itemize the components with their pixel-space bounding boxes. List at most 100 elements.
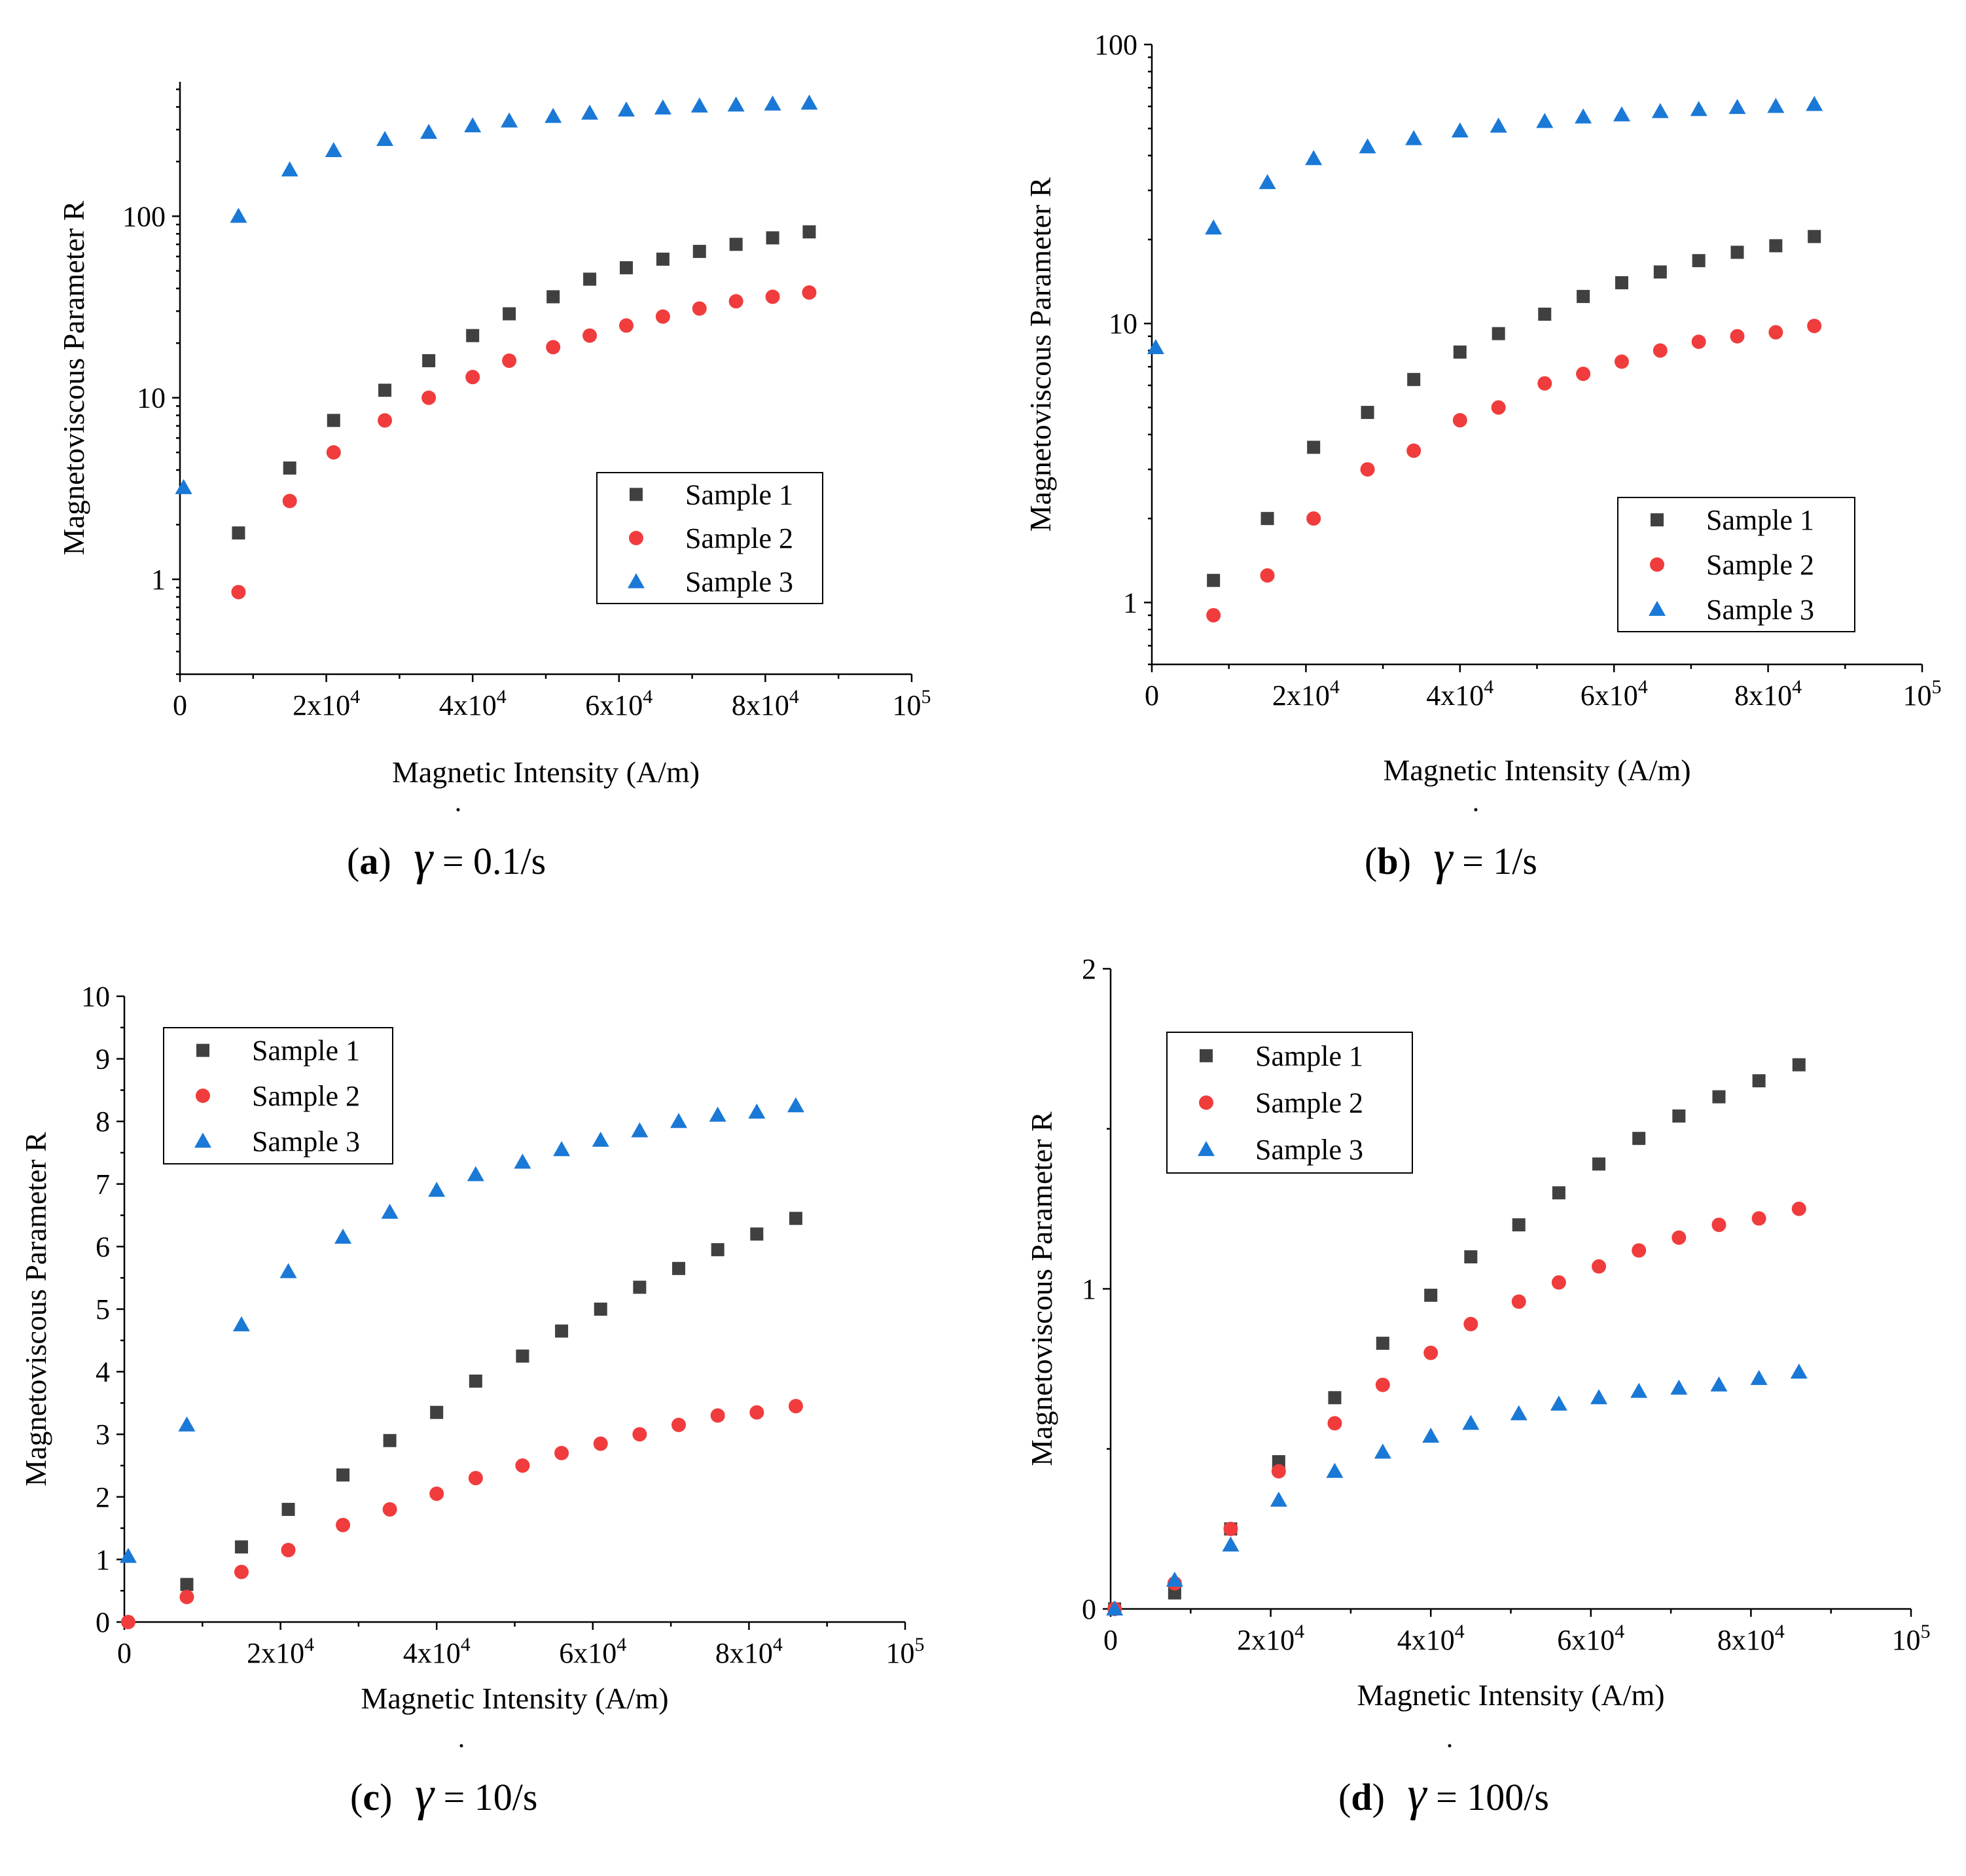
data-point xyxy=(502,353,517,369)
data-point xyxy=(281,161,298,177)
data-point xyxy=(788,1399,803,1414)
data-point xyxy=(232,1316,250,1331)
data-point xyxy=(802,225,816,239)
series-sample-2 xyxy=(231,285,817,600)
x-tick-label: 105 xyxy=(893,686,931,721)
legend-marker xyxy=(1650,557,1664,572)
gamma-dot xyxy=(1448,1744,1452,1748)
legend-label: Sample 1 xyxy=(685,478,793,511)
data-point xyxy=(765,289,780,304)
data-point xyxy=(231,585,246,600)
data-point xyxy=(1576,367,1591,382)
x-tick-label: 0 xyxy=(1103,1624,1118,1656)
data-point xyxy=(1730,329,1745,344)
x-tick-label: 8x104 xyxy=(732,686,799,721)
y-tick-label: 0 xyxy=(96,1606,110,1638)
data-point xyxy=(327,414,340,427)
data-point xyxy=(1453,345,1467,359)
data-point xyxy=(175,478,192,494)
data-point xyxy=(553,1141,571,1157)
data-point xyxy=(1653,265,1667,279)
y-tick-label: 1 xyxy=(1123,586,1137,619)
data-point xyxy=(468,1471,483,1486)
x-tick-label: 6x104 xyxy=(1557,1621,1624,1656)
data-point xyxy=(1806,96,1823,111)
data-point xyxy=(1767,98,1785,113)
gamma-dot xyxy=(1474,808,1478,812)
series-sample-2 xyxy=(120,1399,803,1629)
legend-marker xyxy=(1199,1095,1213,1110)
legend-label: Sample 1 xyxy=(1706,504,1814,536)
data-point xyxy=(430,1405,444,1419)
data-point xyxy=(1359,138,1376,154)
data-point xyxy=(1510,1405,1528,1420)
data-point xyxy=(516,1349,529,1363)
data-point xyxy=(1512,1218,1526,1232)
y-tick-label: 7 xyxy=(96,1168,110,1200)
data-point xyxy=(283,461,296,475)
chart-panel-2: 0 2x104 4x104 6x104 8x104 105 1 10 100 Magnetic I… xyxy=(1024,29,1942,885)
data-point xyxy=(1463,1316,1478,1331)
data-point xyxy=(1166,1571,1183,1587)
legend-label: Sample 2 xyxy=(252,1080,360,1112)
data-point xyxy=(326,445,341,460)
data-point xyxy=(1712,1090,1726,1104)
y-tick-label: 10 xyxy=(1109,308,1137,340)
data-point xyxy=(1271,1464,1286,1479)
y-tick-label: 100 xyxy=(122,200,166,232)
data-point xyxy=(800,94,818,110)
y-axis-label: Magnetoviscous Parameter R xyxy=(1025,1111,1058,1466)
x-tick-label: 0 xyxy=(173,689,187,721)
data-point xyxy=(750,1227,764,1241)
data-point xyxy=(1374,1443,1391,1459)
x-axis-label: Magnetic Intensity (A/m) xyxy=(361,1682,668,1715)
data-point xyxy=(1424,1288,1438,1302)
data-point xyxy=(1326,1462,1344,1478)
data-point xyxy=(421,390,437,405)
data-point xyxy=(618,318,634,333)
series-sample-3 xyxy=(175,94,818,494)
data-point xyxy=(469,1374,482,1388)
data-point xyxy=(787,1097,804,1113)
data-point xyxy=(178,1416,196,1432)
legend-label: Sample 3 xyxy=(1255,1134,1363,1166)
legend-label: Sample 3 xyxy=(685,566,793,598)
x-tick-label: 0 xyxy=(117,1637,132,1669)
data-point xyxy=(466,329,480,342)
data-point xyxy=(1451,122,1469,138)
data-point xyxy=(1768,325,1783,340)
data-point xyxy=(1550,1396,1567,1411)
data-point xyxy=(119,1547,137,1563)
x-tick-label: 2x104 xyxy=(1237,1621,1304,1656)
data-point xyxy=(378,413,393,428)
data-point xyxy=(1632,1243,1647,1258)
legend: Sample 1 Sample 2 Sample 3 xyxy=(596,472,823,604)
data-point xyxy=(1592,1259,1607,1274)
legend-marker xyxy=(1649,600,1666,616)
data-point xyxy=(422,354,436,368)
data-point xyxy=(1577,289,1590,303)
series-sample-1 xyxy=(232,225,816,540)
y-tick-label: 2 xyxy=(1082,953,1096,985)
data-point xyxy=(232,526,245,540)
data-point xyxy=(1536,113,1554,128)
data-point xyxy=(1750,1369,1768,1385)
panel-caption: (a) γ = 0.1/s xyxy=(347,831,546,885)
data-point xyxy=(1305,150,1323,166)
data-point xyxy=(514,1153,531,1169)
legend-marker xyxy=(628,573,645,588)
data-point xyxy=(1769,239,1783,253)
data-point xyxy=(1106,1600,1124,1615)
y-tick-label: 1 xyxy=(96,1543,110,1576)
x-tick-label: 6x104 xyxy=(585,686,652,721)
y-axis-label: Magnetoviscous Parameter R xyxy=(1024,177,1057,532)
data-point xyxy=(1205,219,1223,235)
data-point xyxy=(711,1243,724,1257)
data-point xyxy=(120,1615,135,1629)
data-point xyxy=(336,1468,350,1482)
data-point xyxy=(1423,1345,1439,1360)
data-point xyxy=(420,124,438,139)
legend-marker xyxy=(1198,1141,1215,1157)
data-point xyxy=(281,1502,295,1516)
x-tick-label: 105 xyxy=(886,1634,925,1669)
